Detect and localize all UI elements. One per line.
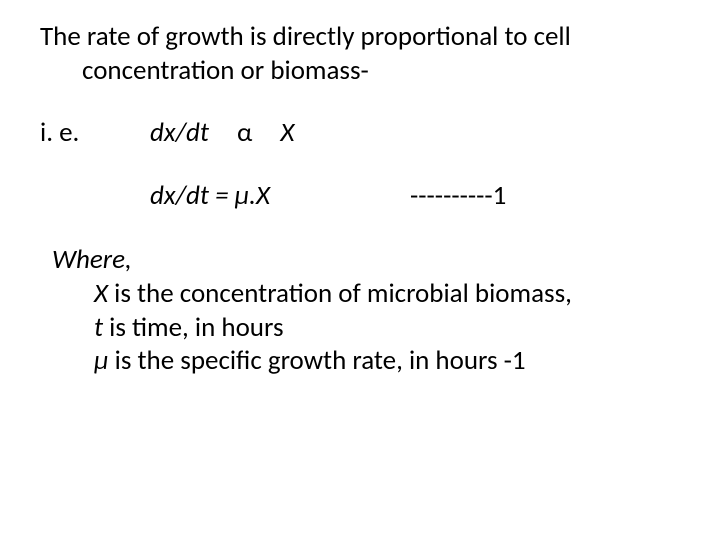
definitions: X is the concentration of microbial biom…	[52, 277, 680, 378]
def-x-text: is the concentration of microbial biomas…	[108, 277, 572, 310]
def-mu: μ is the specific growth rate, in hours …	[94, 344, 680, 378]
intro-paragraph: The rate of growth is directly proportio…	[40, 20, 680, 88]
dxdt-symbol: dx/dt	[150, 116, 209, 149]
alpha-symbol: α	[237, 116, 252, 149]
def-t-text: is time, in hours	[103, 311, 283, 344]
def-mu-var: μ	[94, 344, 109, 377]
def-t-var: t	[94, 311, 103, 344]
def-t: t is time, in hours	[94, 311, 680, 345]
where-block: Where, X is the concentration of microbi…	[40, 243, 680, 378]
equation-2-marker: ----------1	[410, 179, 506, 213]
x-symbol: X	[280, 116, 294, 149]
def-mu-text: is the specific growth rate, in hours -1	[109, 344, 526, 377]
def-x-var: X	[94, 277, 108, 310]
equation-1-body: dx/dt αX	[150, 116, 294, 150]
slide: The rate of growth is directly proportio…	[0, 0, 720, 540]
equation-1-row: i. e. dx/dt αX	[40, 116, 680, 150]
intro-line-2: concentration or biomass-	[40, 54, 680, 88]
equation-2-body: dx/dt = μ.X	[150, 179, 410, 213]
def-x: X is the concentration of microbial biom…	[94, 277, 680, 311]
where-header: Where,	[52, 243, 680, 277]
intro-line-1: The rate of growth is directly proportio…	[40, 20, 680, 54]
equation-2-row: dx/dt = μ.X ----------1	[40, 179, 680, 213]
ie-label: i. e.	[40, 116, 150, 150]
